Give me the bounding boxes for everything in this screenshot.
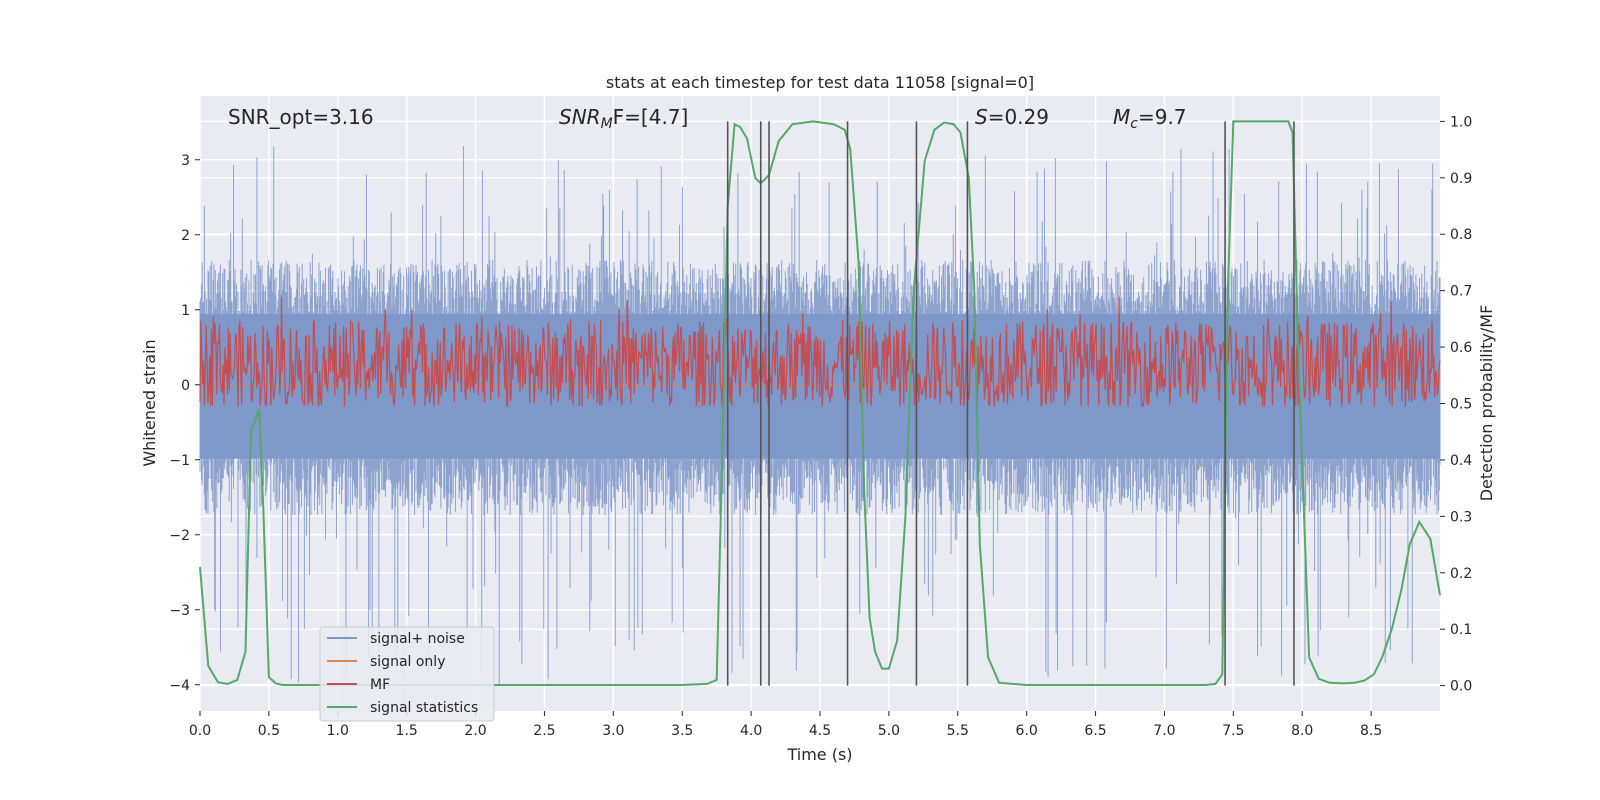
- x-tick-label-14: 7.0: [1153, 723, 1175, 739]
- mc-annotation: Mc=9.7: [1113, 105, 1187, 132]
- legend: signal+ noise signal only MF signal stat…: [319, 626, 495, 722]
- snr-mf-tail: F=[4.7]: [613, 105, 689, 129]
- x-tick-label-11: 5.5: [947, 723, 969, 739]
- y-tick-label-3: −1: [169, 453, 190, 469]
- x-tick-label-12: 6.0: [1016, 723, 1038, 739]
- y-tick-label-5: 1: [181, 303, 190, 319]
- y-axis-label: Whitened strain: [140, 339, 159, 466]
- y-tick-label-6: 2: [181, 228, 190, 244]
- s-main: S: [975, 105, 988, 129]
- y2-tick-label-9: 0.9: [1450, 171, 1472, 187]
- chart-title: stats at each timestep for test data 110…: [606, 73, 1034, 92]
- y2-tick-label-3: 0.3: [1450, 509, 1472, 525]
- y2-axis-label: Detection probability/MF: [1477, 305, 1496, 502]
- x-tick-label-5: 2.5: [533, 723, 555, 739]
- y2-tick-label-4: 0.4: [1450, 453, 1472, 469]
- y2-tick-label-5: 0.5: [1450, 397, 1472, 413]
- y2-tick-label-2: 0.2: [1450, 566, 1472, 582]
- x-tick-label-6: 3.0: [602, 723, 624, 739]
- s-annotation: S=0.29: [975, 105, 1049, 129]
- snr-opt-annotation: SNR_opt=3.16: [228, 105, 374, 129]
- legend-label-signal-statistics: signal statistics: [370, 700, 478, 716]
- snr-mf-main: SNR: [559, 105, 601, 129]
- y2-tick-label-1: 0.1: [1450, 622, 1472, 638]
- x-tick-label-16: 8.0: [1291, 723, 1313, 739]
- x-tick-label-17: 8.5: [1360, 723, 1382, 739]
- x-tick-label-13: 6.5: [1084, 723, 1106, 739]
- x-tick-label-10: 5.0: [878, 723, 900, 739]
- mf-trace: [199, 296, 1441, 408]
- annotations: SNR_opt=3.16 SNRMF=[4.7] S=0.29 Mc=9.7: [228, 105, 1187, 132]
- x-tick-label-15: 7.5: [1222, 723, 1244, 739]
- y-tick-label-1: −3: [169, 603, 190, 619]
- y-tick-label-4: 0: [181, 378, 190, 394]
- x-tick-label-1: 0.5: [258, 723, 280, 739]
- axis-ticks: 0.0 0.5 1.0 1.5 2.0 2.5 3.0 3.5 4.0 4.5 5.0 5.5 6.0 6…: [169, 114, 1472, 739]
- x-tick-label-4: 2.0: [464, 723, 486, 739]
- y2-tick-label-6: 0.6: [1450, 340, 1472, 356]
- y-tick-label-2: −2: [169, 528, 190, 544]
- y-tick-label-0: −4: [169, 678, 190, 694]
- x-tick-label-3: 1.5: [396, 723, 418, 739]
- snr-mf-sub: M: [601, 116, 613, 132]
- legend-box: [319, 626, 495, 722]
- legend-label-signal-noise: signal+ noise: [370, 631, 465, 647]
- mc-main: M: [1113, 105, 1130, 129]
- s-tail: =0.29: [988, 105, 1049, 129]
- legend-label-mf: MF: [370, 677, 390, 693]
- detection-vlines: [726, 121, 1295, 686]
- snr-mf-annotation: SNRMF=[4.7]: [559, 105, 688, 132]
- x-tick-label-8: 4.0: [740, 723, 762, 739]
- x-axis-label: Time (s): [786, 745, 852, 764]
- mf-series: [199, 296, 1441, 408]
- legend-label-signal-only: signal only: [370, 654, 445, 670]
- x-tick-label-0: 0.0: [189, 723, 211, 739]
- y2-tick-label-8: 0.8: [1450, 227, 1472, 243]
- x-tick-label-2: 1.0: [327, 723, 349, 739]
- x-tick-label-7: 3.5: [671, 723, 693, 739]
- y2-tick-label-0: 0.0: [1450, 679, 1472, 695]
- y2-tick-label-10: 1.0: [1450, 114, 1472, 130]
- y-tick-label-7: 3: [181, 153, 190, 169]
- mc-tail: =9.7: [1138, 105, 1187, 129]
- mc-sub: c: [1130, 116, 1138, 132]
- y2-tick-label-7: 0.7: [1450, 284, 1472, 300]
- x-tick-label-9: 4.5: [809, 723, 831, 739]
